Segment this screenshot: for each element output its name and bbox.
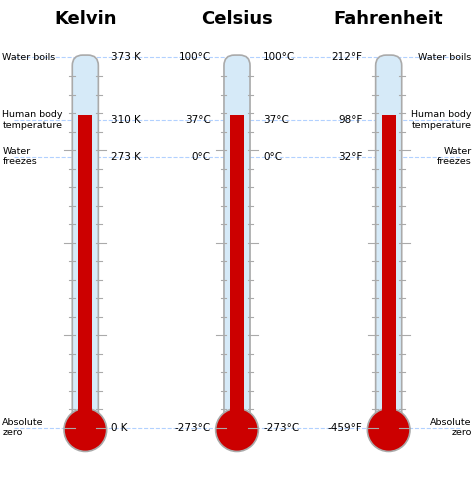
Text: 100°C: 100°C (263, 53, 295, 62)
Text: -459°F: -459°F (328, 423, 363, 433)
Circle shape (64, 408, 107, 451)
Bar (230, 115, 244, 432)
Text: 373 K: 373 K (111, 53, 141, 62)
Text: 32°F: 32°F (338, 152, 363, 162)
FancyBboxPatch shape (375, 55, 402, 432)
Text: 0 K: 0 K (111, 423, 128, 433)
Text: 98°F: 98°F (338, 115, 363, 125)
Text: 273 K: 273 K (111, 152, 141, 162)
Text: Water boils: Water boils (2, 53, 55, 62)
Text: 37°C: 37°C (263, 115, 289, 125)
Text: 0°C: 0°C (192, 152, 211, 162)
Text: Kelvin: Kelvin (54, 10, 117, 28)
Text: -273°C: -273°C (175, 423, 211, 433)
Text: Absolute
zero: Absolute zero (430, 418, 472, 437)
FancyBboxPatch shape (224, 55, 250, 432)
Text: Human body
temperature: Human body temperature (411, 110, 472, 130)
Text: 212°F: 212°F (332, 53, 363, 62)
Text: Water
freezes: Water freezes (2, 147, 37, 166)
Text: Water
freezes: Water freezes (437, 147, 472, 166)
Text: Human body
temperature: Human body temperature (2, 110, 63, 130)
Circle shape (367, 408, 410, 451)
Text: -273°C: -273°C (263, 423, 299, 433)
Text: Fahrenheit: Fahrenheit (334, 10, 444, 28)
Bar (382, 115, 395, 432)
Text: Absolute
zero: Absolute zero (2, 418, 44, 437)
Text: Water boils: Water boils (419, 53, 472, 62)
Circle shape (216, 408, 258, 451)
FancyBboxPatch shape (72, 55, 98, 432)
Text: Celsius: Celsius (201, 10, 273, 28)
Text: 310 K: 310 K (111, 115, 141, 125)
Text: 37°C: 37°C (185, 115, 211, 125)
Text: 100°C: 100°C (179, 53, 211, 62)
Bar (78, 115, 92, 432)
Text: 0°C: 0°C (263, 152, 282, 162)
